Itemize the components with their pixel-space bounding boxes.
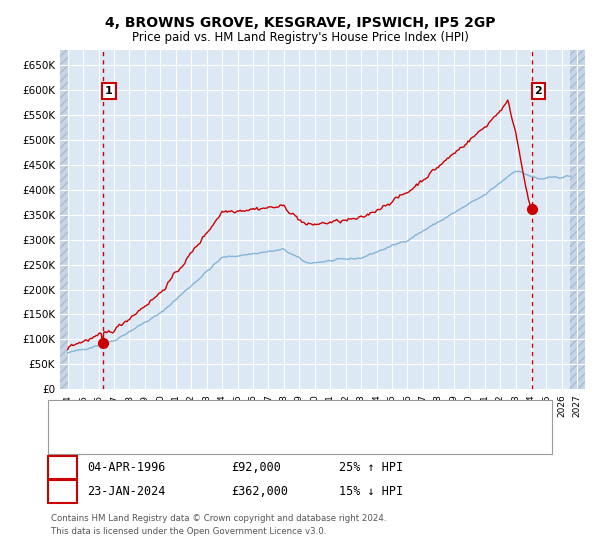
- Text: £92,000: £92,000: [231, 461, 281, 474]
- Text: 4, BROWNS GROVE, KESGRAVE, IPSWICH, IP5 2GP: 4, BROWNS GROVE, KESGRAVE, IPSWICH, IP5 …: [105, 16, 495, 30]
- Text: 25% ↑ HPI: 25% ↑ HPI: [339, 461, 403, 474]
- Text: 4, BROWNS GROVE, KESGRAVE, IPSWICH, IP5 2GP (detached house): 4, BROWNS GROVE, KESGRAVE, IPSWICH, IP5 …: [87, 413, 442, 423]
- Text: 1: 1: [105, 86, 113, 96]
- Text: 04-APR-1996: 04-APR-1996: [87, 461, 166, 474]
- Text: 23-JAN-2024: 23-JAN-2024: [87, 485, 166, 498]
- Text: 1: 1: [58, 461, 67, 474]
- Text: HPI: Average price, detached house, East Suffolk: HPI: Average price, detached house, East…: [87, 430, 342, 440]
- Text: ——: ——: [63, 428, 88, 441]
- Bar: [569, 50, 585, 389]
- Text: 2: 2: [58, 485, 67, 498]
- Text: Contains HM Land Registry data © Crown copyright and database right 2024.
This d: Contains HM Land Registry data © Crown c…: [51, 514, 386, 535]
- Text: Price paid vs. HM Land Registry's House Price Index (HPI): Price paid vs. HM Land Registry's House …: [131, 31, 469, 44]
- Text: ——: ——: [63, 411, 88, 424]
- Text: 15% ↓ HPI: 15% ↓ HPI: [339, 485, 403, 498]
- Bar: [60, 50, 68, 389]
- Text: £362,000: £362,000: [231, 485, 288, 498]
- Text: 2: 2: [535, 86, 542, 96]
